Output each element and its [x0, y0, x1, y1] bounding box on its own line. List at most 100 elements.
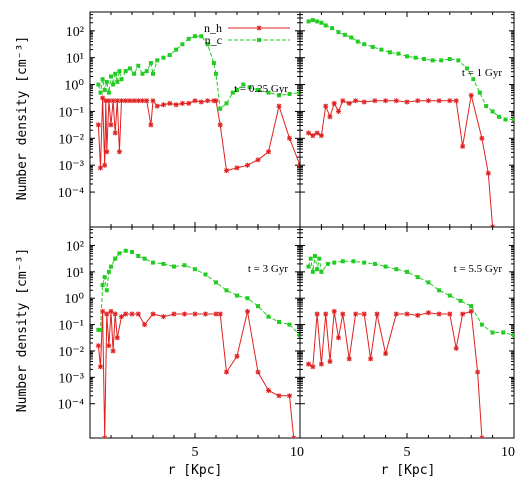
data-point-n_c — [439, 58, 444, 63]
y-tick-label: 10⁻⁴ — [58, 186, 84, 201]
data-point-n_c — [362, 260, 367, 265]
data-point-n_c — [405, 269, 409, 274]
data-point-n_c — [298, 333, 300, 338]
data-point-n_h — [404, 311, 410, 317]
data-point-n_c — [151, 71, 155, 76]
panel-2: t = 1 Gyr — [299, 11, 515, 228]
data-point-n_c — [379, 47, 384, 52]
data-point-n_h — [447, 311, 453, 317]
data-point-n_c — [447, 293, 452, 298]
data-point-n_h — [415, 312, 421, 318]
data-point-n_h — [314, 130, 320, 136]
data-point-n_c — [123, 69, 128, 74]
data-point-n_h — [127, 98, 133, 104]
data-point-n_c — [490, 109, 495, 114]
data-point-n_h — [234, 353, 240, 359]
legend-label-n_c: n_c — [205, 33, 222, 47]
data-point-n_h — [310, 364, 316, 370]
y-tick-label: 10⁻¹ — [58, 319, 84, 334]
data-point-n_h — [318, 133, 324, 139]
data-point-n_c — [277, 319, 281, 324]
x-axis-title-left: r [Kpc] — [168, 463, 223, 478]
y-tick-label: 10² — [66, 239, 84, 254]
data-point-n_c — [180, 42, 185, 47]
data-point-n_c — [115, 79, 120, 84]
data-point-n_h — [104, 311, 110, 317]
data-point-n_h — [98, 364, 103, 370]
data-point-n_h — [383, 98, 389, 104]
data-point-n_h — [112, 130, 118, 136]
data-point-n_h — [171, 311, 177, 317]
data-point-n_c — [96, 327, 101, 332]
data-point-n_h — [361, 99, 367, 105]
data-point-n_h — [100, 95, 106, 101]
data-point-n_c — [351, 259, 356, 264]
data-point-n_c — [277, 93, 281, 98]
data-point-n_h — [192, 98, 198, 104]
data-point-n_c — [437, 288, 442, 293]
y-axis-title-bottom: Number density [cm⁻³] — [15, 248, 30, 412]
data-point-n_h — [314, 311, 320, 317]
data-point-n_c — [464, 66, 469, 71]
data-point-n_h — [205, 98, 211, 104]
data-point-n_h — [436, 98, 442, 104]
data-point-n_h — [106, 98, 112, 104]
data-point-n_c — [127, 66, 132, 71]
legend: n_hn_c — [204, 21, 290, 47]
data-point-n_h — [383, 351, 389, 357]
data-point-n_h — [323, 103, 329, 109]
data-point-n_c — [325, 261, 330, 266]
data-point-n_c — [484, 104, 489, 109]
data-point-n_c — [119, 77, 124, 82]
data-point-n_h — [103, 98, 109, 104]
data-point-n_c — [323, 23, 328, 28]
data-point-n_c — [136, 254, 141, 259]
data-point-n_h — [318, 361, 324, 367]
data-point-n_h — [485, 170, 491, 176]
data-point-n_h — [336, 108, 342, 114]
data-point-n_h — [108, 308, 114, 314]
data-point-n_c — [214, 280, 218, 285]
data-point-n_h — [119, 314, 124, 320]
data-point-n_c — [332, 260, 337, 265]
y-tick-label: 10⁰ — [64, 79, 84, 94]
data-point-n_h — [217, 122, 223, 128]
data-point-n_c — [319, 269, 324, 274]
data-point-n_h — [203, 311, 208, 317]
data-point-n_c — [426, 280, 431, 285]
data-point-n_c — [287, 322, 292, 327]
data-point-n_h — [291, 435, 297, 438]
data-point-n_c — [256, 304, 260, 309]
data-point-n_c — [130, 250, 134, 255]
data-point-n_h — [331, 100, 337, 106]
data-point-n_h — [154, 103, 160, 109]
data-point-n_h — [460, 311, 466, 317]
data-point-n_h — [135, 98, 141, 104]
y-tick-label: 10¹ — [66, 266, 84, 281]
x-axis-title-right: r [Kpc] — [381, 463, 436, 478]
data-point-n_c — [312, 254, 317, 259]
data-point-n_c — [104, 79, 109, 84]
data-point-n_h — [114, 98, 120, 104]
data-point-n_c — [109, 74, 113, 79]
data-point-n_c — [336, 30, 341, 35]
data-point-n_h — [393, 98, 399, 104]
data-point-n_h — [306, 361, 312, 367]
data-point-n_h — [453, 345, 459, 351]
data-point-n_h — [255, 157, 261, 163]
plot-area — [95, 34, 300, 174]
data-point-n_h — [224, 369, 229, 375]
data-point-n_c — [422, 57, 427, 62]
data-point-n_c — [96, 82, 101, 87]
legend-label-n_h: n_h — [204, 21, 222, 35]
data-point-n_h — [98, 165, 103, 171]
panel-time-label: t = 1 Gyr — [462, 67, 502, 79]
data-point-n_c — [161, 55, 166, 60]
y-tick-label: 10⁰ — [64, 292, 84, 307]
y-tick-label: 10² — [66, 25, 84, 40]
data-point-n_c — [319, 20, 324, 25]
data-point-n_c — [132, 71, 137, 76]
data-point-n_h — [100, 308, 106, 314]
data-point-n_c — [203, 272, 208, 277]
